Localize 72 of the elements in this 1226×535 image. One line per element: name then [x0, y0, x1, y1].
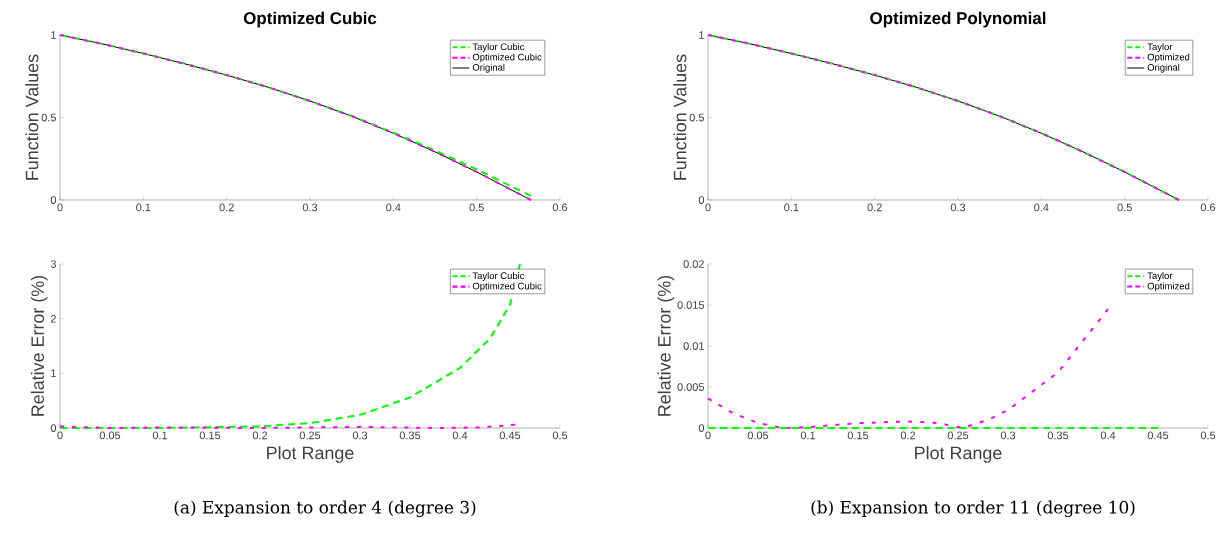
text: (b) Expansion to order 11 (degree 10) — [811, 500, 1135, 518]
chart-title: Optimized Cubic — [243, 11, 377, 28]
x-tick-label: 0.4 — [1100, 431, 1116, 440]
x-axis-title: Plot Range — [915, 446, 1002, 463]
x-tick-label: 0.5 — [1117, 203, 1132, 212]
y-tick-label: 1 — [51, 31, 56, 39]
y-tick-label: 0.01 — [683, 342, 704, 350]
x-tick-label: 0.3 — [352, 431, 368, 440]
line-series — [707, 308, 1110, 429]
x-tick-label: 0.35 — [399, 431, 421, 440]
x-tick-label: 0.5 — [469, 203, 484, 212]
x-tick-label: 0.1 — [152, 431, 168, 440]
x-tick-label: 0.15 — [199, 431, 221, 440]
y-tick-label: 1 — [51, 369, 56, 378]
x-tick-label: 0.45 — [1147, 431, 1169, 440]
x-tick-label: 0 — [705, 431, 711, 440]
x-tick-label: 0.2 — [219, 203, 234, 212]
x-tick-label: 0.2 — [252, 431, 268, 440]
x-tick-label: 0.3 — [302, 203, 318, 212]
y-tick-label: 0 — [698, 196, 705, 204]
y-tick-label: 0 — [50, 196, 57, 204]
x-tick-label: 0.3 — [950, 203, 966, 212]
y-tick-label: 3 — [50, 260, 56, 268]
x-tick-label: 0.5 — [552, 431, 568, 440]
y-tick-label: 0 — [698, 424, 705, 432]
x-tick-label: 0.25 — [299, 431, 321, 440]
legend-label: Optimized Cubic — [472, 53, 542, 63]
y-axis-title: Function Values — [673, 54, 687, 180]
x-tick-label: 0.4 — [386, 203, 401, 212]
x-tick-label: 0.45 — [499, 431, 521, 440]
x-tick-label: 0 — [57, 431, 63, 440]
x-tick-label: 0.05 — [99, 431, 121, 440]
x-tick-label: 0.6 — [552, 203, 568, 212]
x-tick-label: 0.1 — [784, 203, 799, 212]
legend-label: Taylor Cubic — [472, 272, 525, 281]
legend-label: Taylor — [1147, 43, 1173, 52]
y-tick-label: 0.02 — [683, 260, 704, 268]
text: (a) Expansion to order 4 (degree 3) — [174, 500, 476, 518]
y-tick-label: 0.5 — [689, 113, 705, 122]
x-tick-label: 0.1 — [800, 431, 816, 440]
x-tick-label: 0.3 — [1000, 431, 1016, 440]
x-tick-label: 0.4 — [452, 431, 468, 440]
x-tick-label: 0.25 — [947, 431, 969, 440]
y-tick-label: 0 — [50, 424, 57, 432]
y-axis-title: Relative Error (%) — [657, 275, 675, 416]
y-tick-label: 0.005 — [677, 383, 705, 391]
x-tick-label: 0.05 — [747, 431, 769, 440]
x-tick-label: 0.2 — [867, 203, 882, 212]
y-tick-label: 1 — [699, 31, 704, 39]
x-tick-label: 0 — [57, 203, 63, 212]
x-tick-label: 0 — [705, 203, 711, 212]
x-tick-label: 0.4 — [1034, 203, 1049, 212]
legend-label: Optimized Cubic — [472, 282, 542, 292]
legend-label: Optimized — [1147, 53, 1190, 63]
x-tick-label: 0.35 — [1047, 431, 1069, 440]
x-tick-label: 0.6 — [1200, 203, 1216, 212]
y-axis-title: Relative Error (%) — [30, 275, 48, 416]
x-tick-label: 0.15 — [847, 431, 869, 440]
y-tick-label: 2 — [50, 314, 56, 323]
x-tick-label: 0.5 — [1200, 431, 1216, 440]
legend-label: Original — [472, 63, 505, 73]
y-axis-title: Function Values — [25, 54, 39, 180]
chart-title: Optimized Polynomial — [870, 11, 1046, 28]
x-axis-title: Plot Range — [267, 446, 354, 463]
y-tick-label: 0.015 — [677, 301, 705, 309]
y-tick-label: 0.5 — [41, 113, 57, 122]
legend-label: Taylor Cubic — [472, 43, 525, 52]
legend-label: Taylor — [1147, 272, 1173, 281]
x-tick-label: 0.2 — [900, 431, 916, 440]
legend-label: Original — [1147, 63, 1180, 73]
x-tick-label: 0.1 — [136, 203, 151, 212]
legend-label: Optimized — [1147, 282, 1190, 292]
